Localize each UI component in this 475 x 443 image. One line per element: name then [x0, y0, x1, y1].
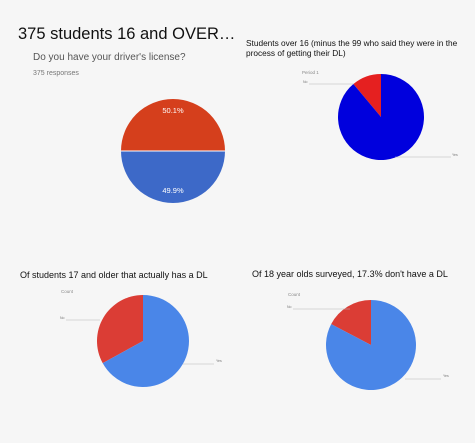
- panel2-title-line2: process of getting their DL): [246, 48, 346, 59]
- form-responses-count: 375 responses: [33, 70, 79, 77]
- chart-subtitle: Count: [288, 292, 301, 297]
- slice-yes: [121, 151, 225, 203]
- form-question: Do you have your driver's license?: [33, 52, 186, 63]
- panel3-title: Of students 17 and older that actually h…: [20, 270, 208, 280]
- slice-yes: [338, 74, 425, 160]
- legend-label-yes: Yes: [452, 153, 458, 157]
- panel2-title: Students over 16 (minus the 99 who said …: [246, 38, 464, 59]
- slice-yes: [102, 295, 189, 387]
- chart-subtitle: Count: [61, 289, 74, 294]
- panel4-title: Of 18 year olds surveyed, 17.3% don't ha…: [252, 269, 448, 279]
- chart-subtitle: Period 1: [302, 70, 319, 75]
- slice-no: [121, 98, 226, 152]
- legend-label-yes: Yes: [443, 374, 449, 378]
- legend-label-no: No: [303, 80, 308, 84]
- slice-label-no: 50.1%: [162, 106, 184, 115]
- main-title: 375 students 16 and OVER…: [18, 25, 236, 43]
- legend-label-no: No: [287, 305, 292, 309]
- legend-label-yes: Yes: [216, 359, 222, 363]
- legend-label-no: No: [60, 316, 65, 320]
- slice-no: [331, 300, 371, 345]
- slice-label-yes: 49.9%: [162, 186, 184, 195]
- slice-no: [96, 295, 143, 364]
- slice-no: [353, 74, 381, 117]
- panel2-title-line1: Students over 16 (minus the 99 who said …: [246, 38, 458, 48]
- slice-yes: [325, 300, 416, 390]
